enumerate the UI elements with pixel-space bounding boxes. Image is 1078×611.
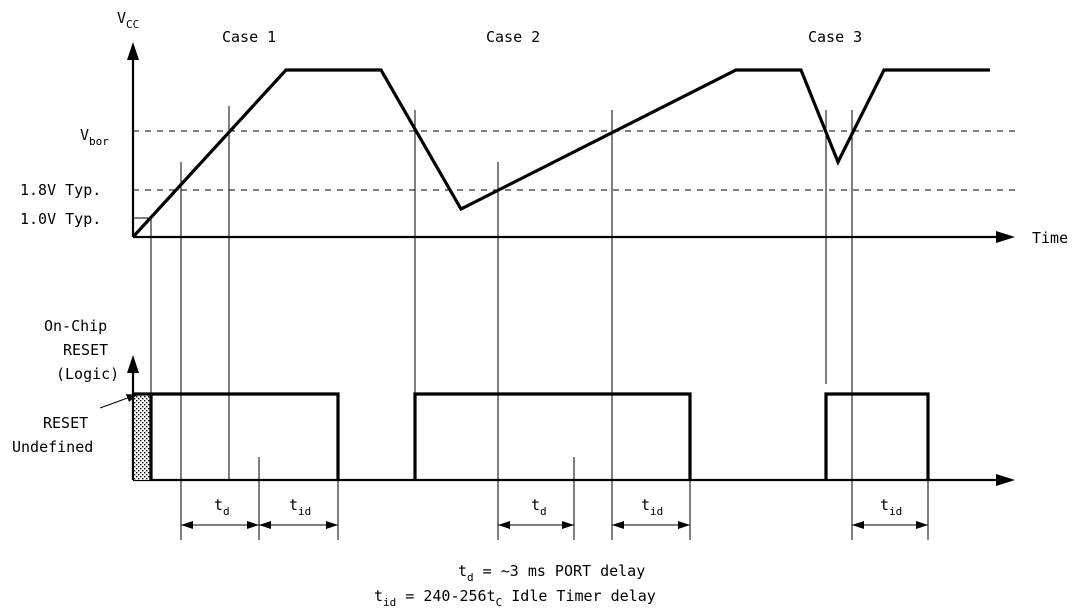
reset-pulse-case3 (824, 392, 930, 480)
case2-td-label: td (531, 496, 547, 518)
timing-brackets (181, 521, 928, 529)
bracket-case2-tid (612, 521, 690, 529)
reset-time-axis-arrowhead (996, 474, 1015, 486)
bracket-case3-tid (852, 521, 928, 529)
bracket-case1-td (181, 521, 259, 529)
vcc-trace (131, 68, 990, 239)
case1-td-label: td (214, 496, 230, 518)
case2-tid-label: tid (641, 496, 663, 518)
legend-td: td = ~3 ms PORT delay (458, 562, 645, 584)
reset-undefined-region (134, 394, 151, 480)
time-axis-arrowhead (996, 231, 1015, 243)
case2-label: Case 2 (486, 28, 540, 46)
typ-1v8-label: 1.8V Typ. (20, 181, 101, 199)
reset-undefined-pointer-arrowhead (126, 394, 137, 402)
vcc-plot (127, 42, 1020, 243)
legend-tid: tid = 240-256tC Idle Timer delay (374, 587, 656, 609)
reset-undefined-line1: RESET (43, 414, 88, 432)
onchip-label-line1: On-Chip (44, 317, 107, 335)
time-axis-label: Time (1032, 229, 1068, 247)
onchip-label-line3: (Logic) (56, 365, 119, 383)
case3-label: Case 3 (808, 28, 862, 46)
vcc-label: VCC (117, 9, 139, 31)
vbor-label: Vbor (80, 126, 109, 148)
case3-tid-label: tid (880, 496, 902, 518)
text-labels: VCC Case 1 Case 2 Case 3 Vbor 1.8V Typ. … (12, 9, 1068, 609)
bracket-case1-tid (259, 521, 338, 529)
reset-pulse-case2 (413, 392, 692, 480)
bracket-case2-td (498, 521, 574, 529)
vcc-axis-y-arrowhead (127, 42, 139, 60)
onchip-label-line2: RESET (63, 341, 108, 359)
reset-pulse-case1 (134, 392, 340, 480)
case1-tid-label: tid (289, 496, 311, 518)
reset-undefined-line2: Undefined (12, 438, 93, 456)
reset-axis-y-arrowhead (127, 355, 139, 373)
reset-plot (99, 355, 1015, 486)
case1-label: Case 1 (222, 28, 276, 46)
event-markers (150, 106, 929, 540)
typ-1v0-label: 1.0V Typ. (20, 210, 101, 228)
